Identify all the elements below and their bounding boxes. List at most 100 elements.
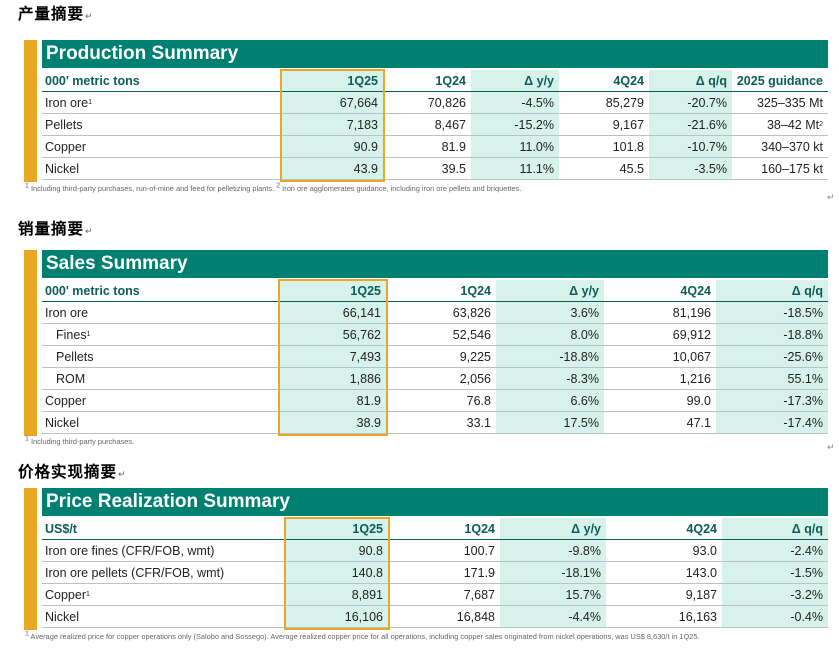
row-label: Pellets — [42, 114, 282, 136]
column-header: 1Q25 — [286, 518, 388, 540]
table-cell: -18.5% — [716, 302, 828, 324]
row-label: Iron ore fines (CFR/FOB, wmt) — [42, 540, 286, 562]
table-cell: 11.1% — [471, 158, 559, 180]
row-label: Nickel — [42, 158, 282, 180]
table-cell: 90.8 — [286, 540, 388, 562]
table-cell: -0.4% — [722, 606, 828, 628]
table-cell: 90.9 — [282, 136, 383, 158]
table-cell: 325–335 Mt — [732, 92, 828, 114]
table-cell: 10,067 — [604, 346, 716, 368]
price-summary-block: Price Realization Summary US$/t 1Q25 1Q2… — [24, 488, 828, 638]
return-mark-icon: ↵ — [827, 443, 835, 453]
table-cell: 69,912 — [604, 324, 716, 346]
table-row: Iron ore fines (CFR/FOB, wmt) 90.8 100.7… — [42, 540, 828, 562]
price-title: Price Realization Summary — [42, 488, 828, 516]
table-cell: 67,664 — [282, 92, 383, 114]
cn-heading-text: 销量摘要 — [18, 219, 85, 238]
table-cell: 1,216 — [604, 368, 716, 390]
column-header: 2025 guidance — [732, 70, 828, 92]
column-header: 1Q24 — [383, 70, 471, 92]
table-row: Copper 90.9 81.9 11.0% 101.8 -10.7% 340–… — [42, 136, 828, 158]
cn-heading-production: 产量摘要↵ — [18, 2, 94, 24]
table-cell: 70,826 — [383, 92, 471, 114]
table-cell: 340–370 kt — [732, 136, 828, 158]
table-cell: -18.8% — [716, 324, 828, 346]
row-label: Copper — [42, 390, 280, 412]
table-cell: 100.7 — [388, 540, 500, 562]
row-label: Fines 1 — [42, 324, 280, 346]
return-mark-icon: ↵ — [85, 12, 94, 22]
table-row: Copper 1 8,891 7,687 15.7% 9,187 -3.2% — [42, 584, 828, 606]
column-header: 1Q24 — [386, 280, 496, 302]
table-cell: 55.1% — [716, 368, 828, 390]
table-row: Nickel 16,106 16,848 -4.4% 16,163 -0.4% — [42, 606, 828, 628]
table-cell: -1.5% — [722, 562, 828, 584]
table-row: Pellets 7,493 9,225 -18.8% 10,067 -25.6% — [42, 346, 828, 368]
table-cell: 16,163 — [606, 606, 722, 628]
table-cell: -3.5% — [649, 158, 732, 180]
row-label: Iron ore 1 — [42, 92, 282, 114]
table-cell: 99.0 — [604, 390, 716, 412]
table-row: Iron ore pellets (CFR/FOB, wmt) 140.8 17… — [42, 562, 828, 584]
production-footnote: 1 Including third-party purchases, run-o… — [25, 182, 522, 193]
table-row: Nickel 43.9 39.5 11.1% 45.5 -3.5% 160–17… — [42, 158, 828, 180]
production-title: Production Summary — [42, 40, 828, 68]
column-header: US$/t — [42, 518, 286, 540]
table-row: Iron ore 1 67,664 70,826 -4.5% 85,279 -20… — [42, 92, 828, 114]
table-cell: -9.8% — [500, 540, 606, 562]
column-header: 000' metric tons — [42, 280, 280, 302]
table-cell: 8,467 — [383, 114, 471, 136]
table-cell: -21.6% — [649, 114, 732, 136]
column-header: 4Q24 — [606, 518, 722, 540]
table-cell: 85,279 — [559, 92, 649, 114]
table-cell: 8,891 — [286, 584, 388, 606]
table-row: Nickel 38.9 33.1 17.5% 47.1 -17.4% — [42, 412, 828, 434]
table-cell: -18.1% — [500, 562, 606, 584]
table-cell: -3.2% — [722, 584, 828, 606]
table-row: Copper 81.9 76.8 6.6% 99.0 -17.3% — [42, 390, 828, 412]
table-row: Iron ore 66,141 63,826 3.6% 81,196 -18.5… — [42, 302, 828, 324]
table-cell: 9,187 — [606, 584, 722, 606]
production-table: 000' metric tons 1Q25 1Q24 Δ y/y 4Q24 Δ … — [42, 69, 828, 182]
production-summary-block: Production Summary 000' metric tons 1Q25… — [24, 40, 828, 190]
table-cell: 81,196 — [604, 302, 716, 324]
table-cell: 160–175 kt — [732, 158, 828, 180]
row-label: Nickel — [42, 412, 280, 434]
table-cell: 93.0 — [606, 540, 722, 562]
table-cell: -25.6% — [716, 346, 828, 368]
table-row: Fines 1 56,762 52,546 8.0% 69,912 -18.8% — [42, 324, 828, 346]
table-cell: 171.9 — [388, 562, 500, 584]
column-header: Δ q/q — [716, 280, 828, 302]
return-mark-icon: ↵ — [118, 470, 127, 480]
table-cell: 52,546 — [386, 324, 496, 346]
column-header: 4Q24 — [604, 280, 716, 302]
column-header: Δ y/y — [471, 70, 559, 92]
column-header: 1Q25 — [282, 70, 383, 92]
column-header: Δ y/y — [496, 280, 604, 302]
column-header: 1Q25 — [280, 280, 386, 302]
sales-title: Sales Summary — [42, 250, 828, 278]
return-mark-icon: ↵ — [827, 193, 835, 203]
table-cell: 38.9 — [280, 412, 386, 434]
table-cell: -4.5% — [471, 92, 559, 114]
table-cell: 38–42 Mt 2 — [732, 114, 828, 136]
table-cell: 3.6% — [496, 302, 604, 324]
table-cell: 56,762 — [280, 324, 386, 346]
table-cell: -10.7% — [649, 136, 732, 158]
column-header: 4Q24 — [559, 70, 649, 92]
table-cell: 17.5% — [496, 412, 604, 434]
price-footnote: 1 Average realized price for copper oper… — [25, 630, 700, 641]
cn-heading-price: 价格实现摘要↵ — [18, 460, 127, 482]
table-cell: 16,848 — [388, 606, 500, 628]
accent-bar — [24, 250, 37, 436]
table-cell: 140.8 — [286, 562, 388, 584]
table-cell: 15.7% — [500, 584, 606, 606]
table-cell: 81.9 — [383, 136, 471, 158]
return-mark-icon: ↵ — [85, 227, 94, 237]
sales-table: 000' metric tons 1Q25 1Q24 Δ y/y 4Q24 Δ … — [42, 279, 828, 436]
table-cell: -4.4% — [500, 606, 606, 628]
row-label: Copper — [42, 136, 282, 158]
table-cell: -15.2% — [471, 114, 559, 136]
table-cell: 1,886 — [280, 368, 386, 390]
table-cell: 9,167 — [559, 114, 649, 136]
